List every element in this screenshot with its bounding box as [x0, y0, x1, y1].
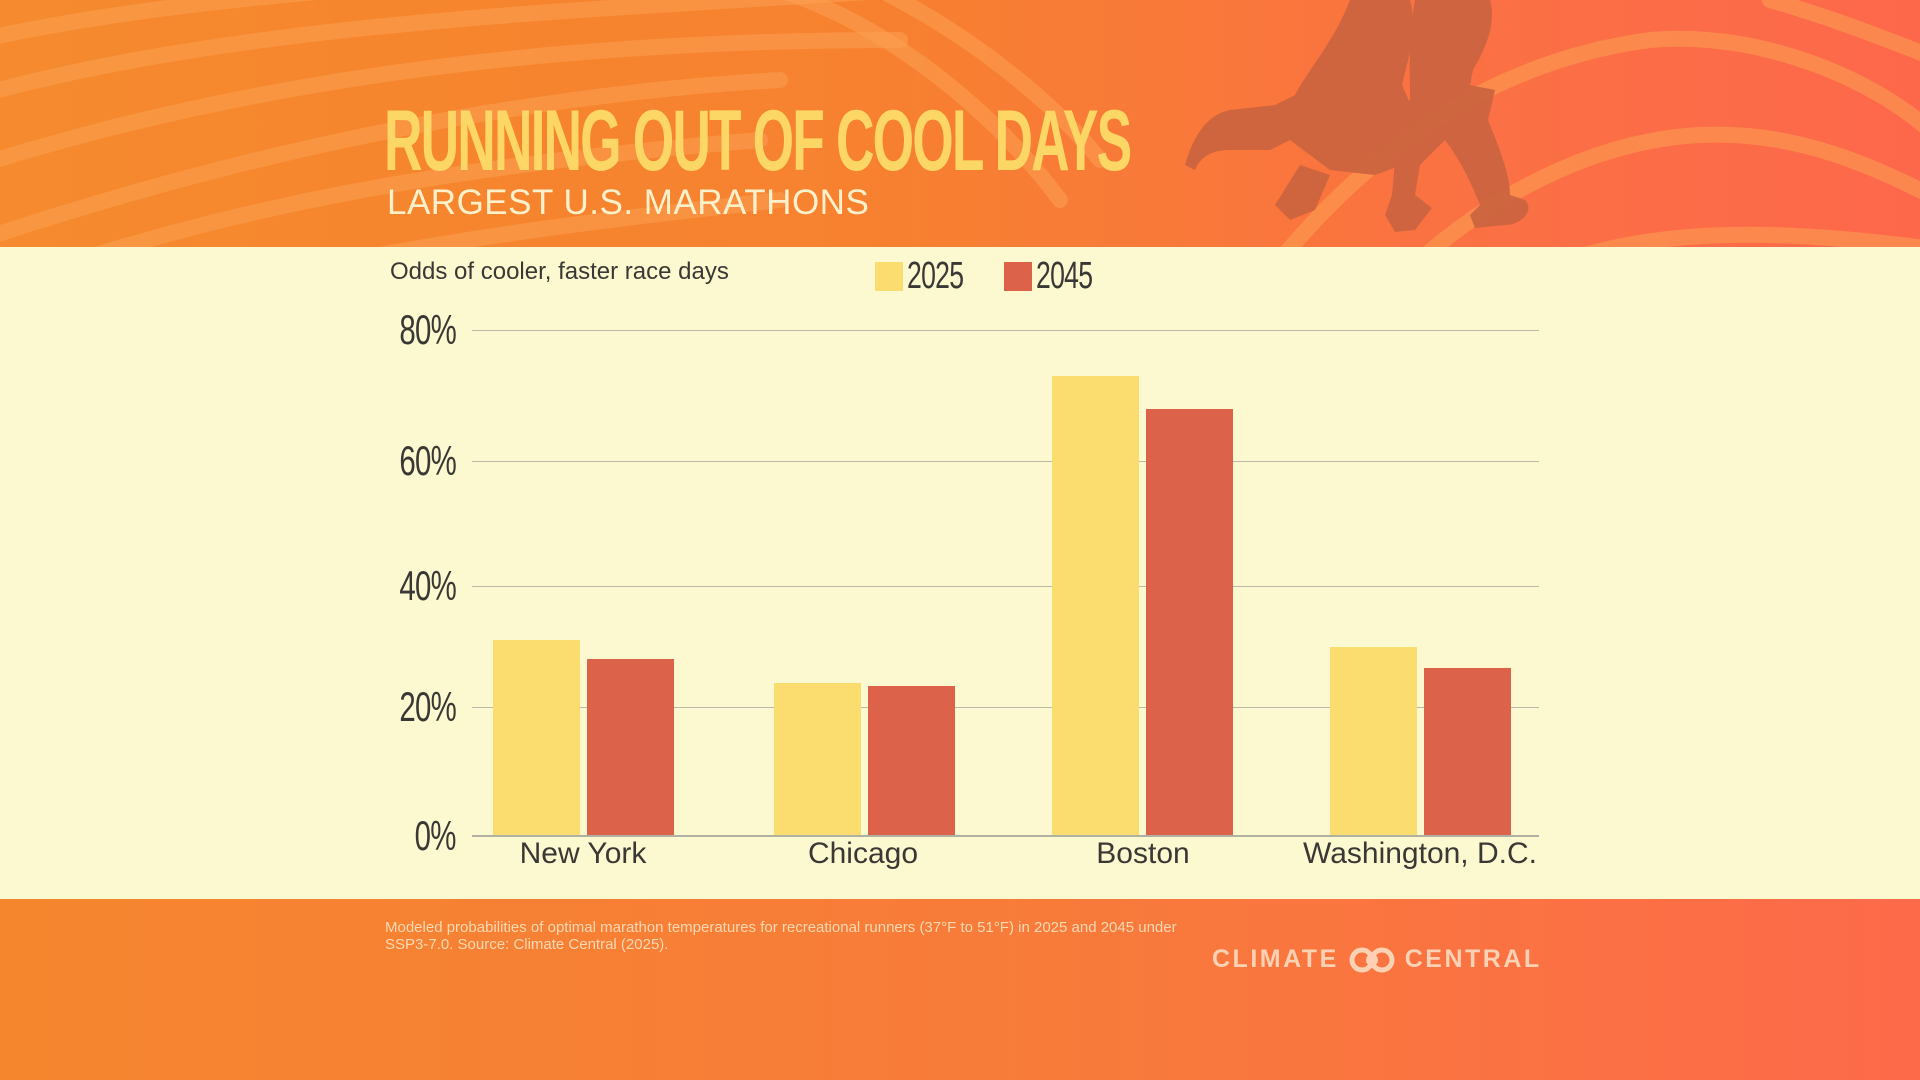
bar-new-york-2025: [493, 640, 580, 836]
gridline-20: [472, 707, 1539, 708]
category-label-boston: Boston: [1096, 837, 1190, 870]
bar-boston-2045: [1146, 408, 1233, 836]
gridline-60: [472, 461, 1539, 462]
bar-chicago-2045: [868, 685, 955, 836]
y-tick-0: 0%: [414, 812, 457, 859]
bar-boston-2025: [1052, 375, 1139, 836]
page-subtitle: LARGEST U.S. MARATHONS: [387, 183, 870, 222]
climate-central-logo: CLIMATE CENTRAL: [1212, 945, 1542, 974]
bar-new-york-2045: [587, 658, 674, 836]
y-tick-20: 20%: [399, 683, 456, 730]
chart-panel: [0, 247, 1920, 899]
brand-word-right: CENTRAL: [1404, 945, 1542, 973]
y-tick-40: 40%: [399, 562, 456, 609]
brand-word-left: CLIMATE: [1212, 945, 1339, 973]
bar-chicago-2025: [774, 682, 861, 836]
y-tick-60: 60%: [399, 437, 456, 484]
x-axis-line: [472, 835, 1539, 837]
bar-washington-d-c-2025: [1330, 646, 1417, 836]
gridline-40: [472, 586, 1539, 587]
y-tick-80: 80%: [399, 306, 456, 353]
legend-item-2025: 2025: [875, 255, 988, 297]
legend-label-2045: 2045: [1036, 255, 1093, 297]
source-footnote: Modeled probabilities of optimal maratho…: [385, 919, 1177, 953]
bar-washington-d-c-2045: [1424, 667, 1511, 836]
legend-swatch-2045: [1004, 261, 1032, 291]
category-label-washington-dc: Washington, D.C.: [1303, 837, 1537, 870]
legend-swatch-2025: [875, 261, 903, 291]
gridline-80: [472, 330, 1539, 331]
page-title: RUNNING OUT OF COOL DAYS: [384, 93, 1132, 189]
category-label-chicago: Chicago: [807, 837, 919, 870]
chart-caption: Odds of cooler, faster race days: [390, 258, 729, 285]
runner-silhouettes-icon: [1185, 0, 1529, 232]
interlocking-circles-icon: [1349, 947, 1395, 972]
category-label-new-york: New York: [519, 837, 647, 870]
legend-item-2045: 2045: [1004, 255, 1117, 297]
wave-pattern-decoration: [0, 0, 1920, 247]
footer-band: [0, 899, 1920, 1080]
header-banner: RUNNING OUT OF COOL DAYS LARGEST U.S. MA…: [0, 0, 1920, 247]
legend-label-2025: 2025: [907, 255, 964, 297]
